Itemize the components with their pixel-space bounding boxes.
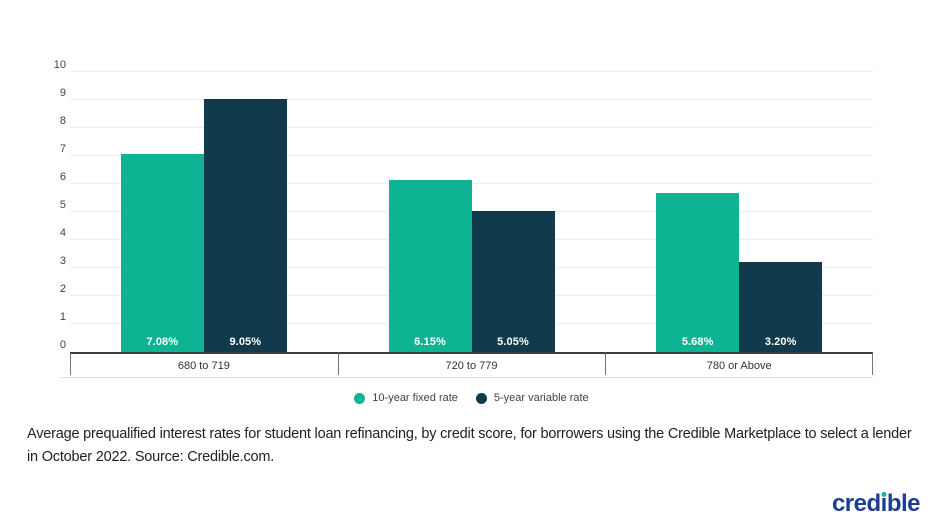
legend-label: 5-year variable rate (493, 392, 589, 404)
gridline (70, 127, 873, 128)
legend-item: 5-year variable rate (475, 392, 589, 404)
gridline (70, 99, 873, 100)
gridline (70, 183, 873, 184)
bar-value-label: 3.20% (764, 336, 797, 348)
y-tick-label: 2 (59, 283, 66, 295)
bar-value-label: 6.15% (414, 336, 446, 348)
y-tick-label: 3 (59, 255, 66, 267)
category-cell: 680 to 719 (70, 354, 338, 376)
bar-group: 7.08% 9.05% (70, 72, 338, 352)
bar: 7.08% (120, 153, 204, 352)
category-cell: 720 to 779 (338, 354, 606, 376)
bar-value-label: 7.08% (146, 336, 179, 348)
y-tick-label: 9 (59, 87, 66, 99)
gridline (70, 155, 873, 156)
gridline (70, 71, 873, 72)
category-separator (605, 353, 607, 375)
legend: 10-year fixed rate 5-year variable rate (70, 390, 873, 406)
bar: 3.20% (739, 262, 823, 352)
bar-group: 6.15% 5.05% (338, 72, 606, 352)
category-label: 780 or Above (706, 360, 772, 372)
legend-swatch-icon (354, 392, 366, 404)
category-label: 720 to 779 (445, 360, 498, 372)
category-strip-underline (60, 377, 873, 378)
category-separator (872, 353, 873, 375)
plot-area: 7.08% 9.05% 6.15% 5.05% 5.68% 3.20% (70, 71, 873, 354)
bar-value-label: 5.05% (497, 336, 529, 348)
legend-item: 10-year fixed rate (354, 392, 458, 404)
bar-value-label: 9.05% (229, 336, 262, 348)
bar-value-label: 5.68% (681, 336, 714, 348)
logo-i-dot-icon (881, 492, 887, 497)
y-tick-label: 10 (53, 59, 66, 71)
y-axis: 0 1 2 3 4 5 6 7 8 9 10 (30, 60, 66, 352)
category-separator (337, 353, 339, 375)
credible-logo: credı ble (831, 490, 921, 517)
y-tick-label: 5 (59, 199, 66, 211)
bar-groups: 7.08% 9.05% 6.15% 5.05% 5.68% 3.20% (70, 72, 873, 352)
bar: 5.05% (471, 210, 555, 352)
legend-label: 10-year fixed rate (372, 392, 458, 404)
y-tick-label: 7 (59, 143, 66, 155)
y-tick-label: 0 (59, 339, 66, 351)
y-tick-label: 1 (59, 311, 66, 323)
y-tick-label: 8 (59, 115, 66, 127)
category-separator (70, 353, 71, 375)
bar: 9.05% (203, 98, 287, 352)
logo-letter-i: ı (880, 490, 888, 517)
legend-swatch-icon (475, 392, 487, 404)
logo-text-suffix: ble (886, 490, 921, 517)
logo-text-prefix: cred (831, 490, 881, 517)
bar: 6.15% (388, 179, 472, 352)
chart-caption: Average prequalified interest rates for … (27, 426, 912, 465)
bar-group: 5.68% 3.20% (605, 72, 873, 352)
y-tick-label: 6 (59, 171, 66, 183)
bar: 5.68% (656, 192, 740, 352)
category-cell: 780 or Above (605, 354, 873, 376)
category-label: 680 to 719 (177, 360, 230, 372)
y-tick-label: 4 (59, 227, 66, 239)
x-axis-category-strip: 680 to 719 720 to 779 780 or Above (70, 353, 873, 376)
